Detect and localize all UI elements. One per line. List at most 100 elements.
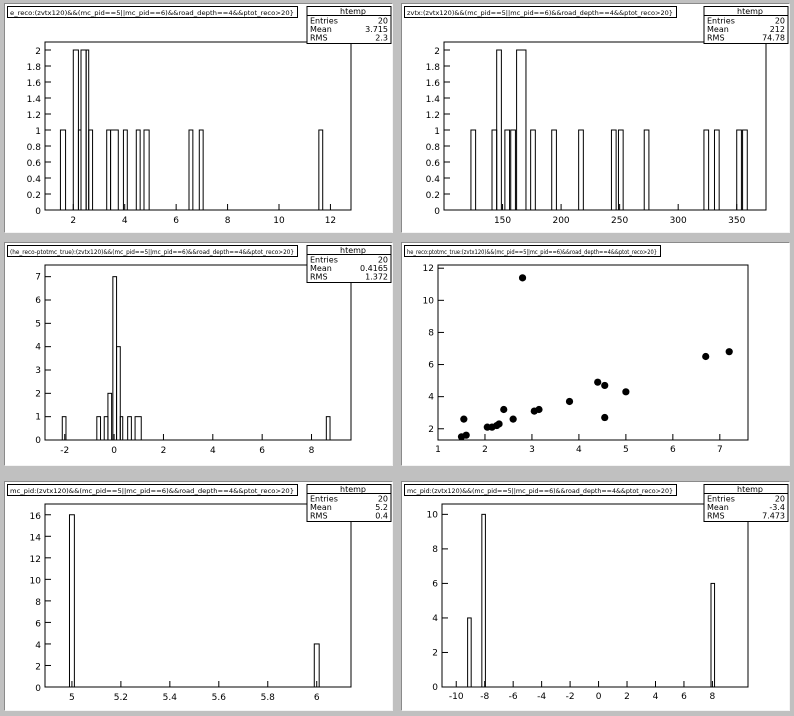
title-box	[404, 6, 677, 18]
stats-label: RMS	[310, 273, 328, 282]
stats-value: 212	[770, 25, 785, 34]
stats-value: 1.372	[365, 273, 388, 282]
stats-name: htemp	[737, 485, 763, 494]
title-box	[7, 6, 298, 18]
x-tick-label: 6	[259, 446, 265, 456]
histogram-bin	[710, 582, 716, 688]
stats-value: 20	[775, 495, 785, 504]
x-tick-label: -4	[537, 692, 546, 702]
y-tick-label: 10	[30, 576, 42, 586]
histogram-bin	[510, 129, 516, 211]
plot-frame	[443, 41, 767, 211]
scatter-point	[495, 420, 503, 428]
x-tick-label: 2	[70, 216, 76, 226]
y-tick-label: 0	[35, 684, 41, 694]
histogram-bin	[470, 129, 477, 211]
x-tick-label: -2	[566, 692, 575, 702]
y-tick-label: 2	[432, 648, 438, 658]
histogram-bin	[713, 129, 720, 211]
stats-label: Mean	[310, 264, 332, 273]
x-tick-label: 300	[670, 216, 687, 226]
y-tick-label: 2	[35, 662, 41, 672]
scatter-point	[565, 397, 574, 406]
stats-box	[703, 6, 789, 44]
y-tick-label: 1.6	[426, 79, 441, 89]
stats-value: -3.4	[769, 503, 785, 512]
pad1-chart: 0 0.2 0.4 0.6 0.8 1 1.2 1.4 1.6 1.8 2 2 4 6 8 10 12 e_rec…	[7, 6, 392, 226]
y-tick-label: 4	[35, 343, 41, 353]
y-tick-label: 1.8	[27, 63, 42, 73]
plot-frame	[441, 503, 749, 688]
x-tick-label: 0	[596, 692, 602, 702]
stats-label: RMS	[707, 34, 725, 43]
stats-box	[306, 484, 392, 522]
y-tick-label: 0.6	[27, 159, 42, 169]
y-tick-label: 6	[35, 619, 41, 629]
y-tick-label: 10	[423, 296, 435, 306]
scatter-point	[518, 274, 527, 282]
stats-value: 5.2	[375, 503, 388, 512]
pad6-chart: 0 2 4 6 8 10 -10 -8 -6 -4 -2 0 2 4 6 8 mc_pid:(zvtx120)&…	[404, 484, 789, 702]
scatter-point	[462, 431, 470, 439]
stats-label: Mean	[310, 503, 332, 512]
histogram-bin	[119, 416, 124, 441]
histogram-bin	[617, 129, 624, 211]
stats-label: Entries	[310, 495, 338, 504]
x-tick-label: 3	[529, 445, 535, 455]
scatter-point	[601, 381, 609, 390]
title-box	[7, 245, 298, 257]
stats-name: htemp	[340, 7, 366, 16]
x-tick-label: 5.6	[212, 693, 227, 703]
scatter-point	[594, 378, 602, 386]
x-tick-label: 4	[653, 692, 659, 702]
histogram-bin	[80, 49, 87, 211]
plot-title: e_reco:(zvtx120)&&(mc_pid==5||mc_pid==6)…	[10, 9, 294, 17]
x-tick-label: 8	[710, 692, 716, 702]
histogram-bin	[59, 129, 67, 211]
x-tick-label: 250	[611, 216, 628, 226]
plot-frame	[437, 264, 749, 441]
pad-bottom-left: 0 2 4 6 8 10 12 14 16 5 5.2 5.4 5.6 5.8 6 mc_pid:(zvtx1…	[4, 481, 393, 711]
stats-label: Entries	[310, 256, 338, 265]
stats-value: 20	[378, 17, 388, 26]
stats-box	[703, 484, 789, 522]
y-tick-label: 0.2	[27, 191, 41, 201]
y-tick-label: 2	[35, 389, 41, 399]
stats-value: 74.78	[762, 34, 785, 43]
y-tick-label: 8	[432, 545, 438, 555]
stats-name: htemp	[737, 7, 763, 16]
y-tick-label: 0	[35, 207, 41, 217]
histogram-bin	[578, 129, 584, 211]
stats-label: RMS	[310, 34, 328, 43]
x-tick-label: 6	[670, 445, 676, 455]
stats-label: Mean	[310, 25, 332, 34]
scatter-point	[622, 388, 630, 396]
stats-label: RMS	[707, 512, 725, 521]
pad-top-right: 0 0.2 0.4 0.6 0.8 1 1.2 1.4 1.6 1.8 2 150 200 250 300 3…	[401, 3, 790, 233]
y-tick-label: 1.2	[27, 111, 41, 121]
x-tick-label: 10	[273, 216, 285, 226]
title-box	[7, 484, 298, 496]
plot-frame	[44, 41, 352, 211]
y-tick-label: 1.6	[27, 79, 42, 89]
plot-title: mc_pid:(zvtx120)&&(mc_pid==5||mc_pid==6)…	[10, 487, 294, 495]
y-tick-label: 0.4	[27, 175, 42, 185]
histogram-bin	[491, 129, 498, 211]
y-tick-label: 0	[434, 207, 440, 217]
y-tick-label: 0.6	[426, 159, 441, 169]
x-tick-label: 7	[717, 445, 723, 455]
y-tick-label: 1.8	[426, 63, 441, 73]
x-tick-label: -8	[480, 692, 489, 702]
histogram-bin	[68, 514, 75, 688]
scatter-point	[500, 405, 508, 414]
x-tick-label: 4	[576, 445, 582, 455]
x-tick-label: 2	[624, 692, 630, 702]
histogram-bin	[107, 392, 113, 441]
stats-label: RMS	[310, 512, 328, 521]
x-tick-label: 6	[173, 216, 179, 226]
histogram-bin	[313, 643, 320, 688]
x-tick-label: 5.4	[163, 693, 178, 703]
y-tick-label: 8	[35, 598, 41, 608]
histogram-bin	[516, 49, 527, 211]
